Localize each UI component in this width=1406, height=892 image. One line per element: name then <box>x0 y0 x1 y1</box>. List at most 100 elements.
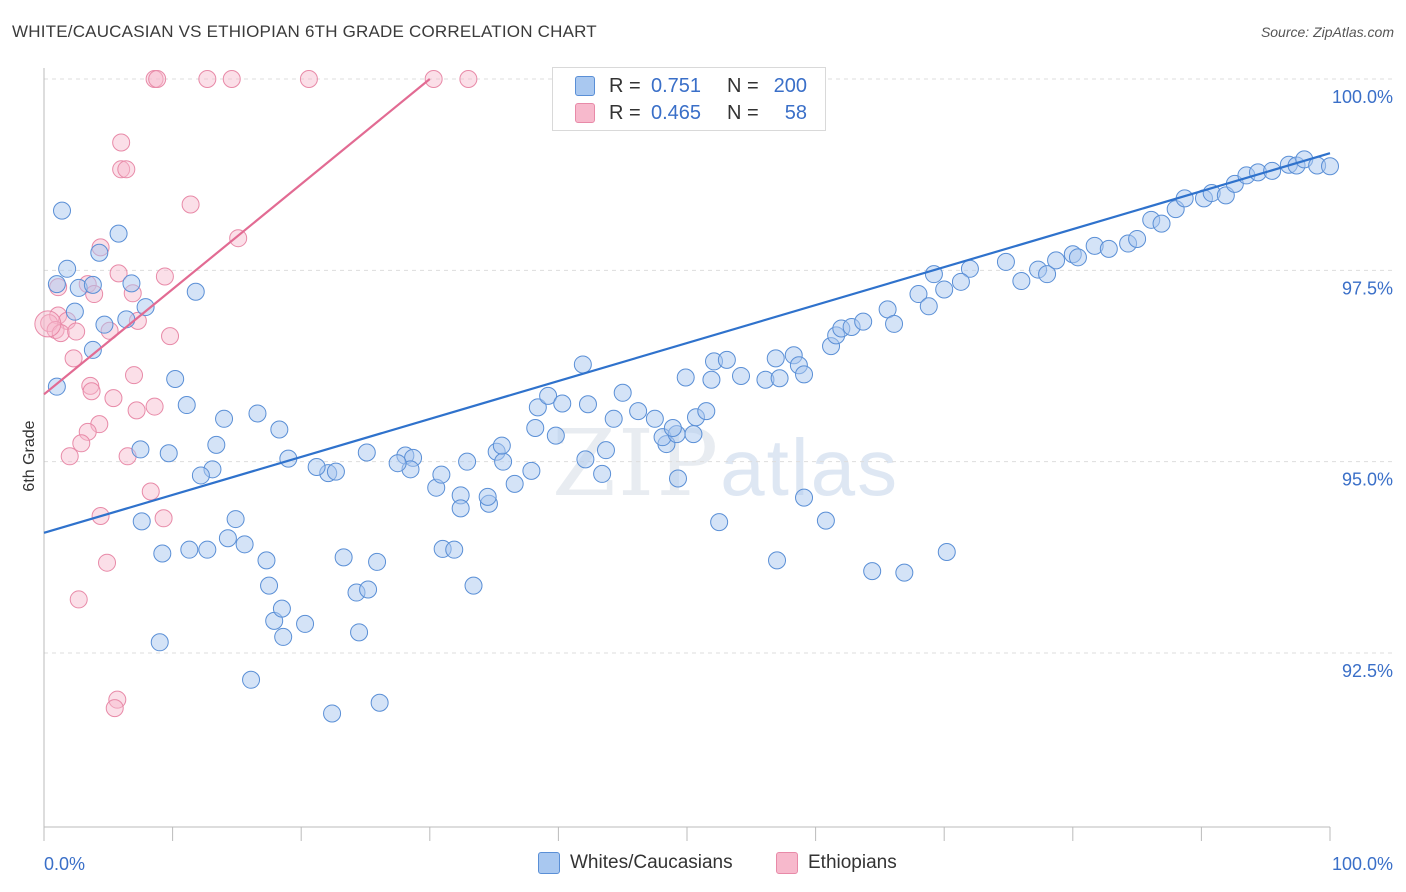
white-point <box>445 540 464 559</box>
white-point <box>388 454 407 473</box>
white-point <box>553 394 572 413</box>
white-point <box>604 409 623 428</box>
legend-n-label: N = <box>727 101 759 124</box>
white-point <box>274 627 293 646</box>
white-point <box>768 551 787 570</box>
white-point <box>816 511 835 530</box>
tick-labels: 92.5% 95.0% 97.5% 100.0% 0.0% 100.0% 6th Grade <box>21 87 1393 874</box>
ethiopians-points <box>34 70 478 718</box>
ethiopian-point <box>34 310 62 338</box>
ethiopian-point <box>78 422 97 441</box>
white-point <box>326 462 345 481</box>
ethiopian-point <box>40 314 59 333</box>
white-point <box>83 340 102 359</box>
white-point <box>492 436 511 455</box>
white-point <box>996 252 1015 271</box>
white-point <box>248 404 267 423</box>
x-tick-label: 100.0% <box>1332 854 1393 874</box>
white-point <box>432 465 451 484</box>
white-point <box>951 272 970 291</box>
white-point <box>684 425 703 444</box>
white-point <box>1068 248 1087 267</box>
white-point <box>478 487 497 506</box>
ethiopian-point <box>181 195 200 214</box>
white-point <box>260 576 279 595</box>
white-point <box>885 314 904 333</box>
legend-r-value: 0.751 <box>651 74 702 97</box>
legend-swatch-ethiopians <box>776 852 798 874</box>
white-point <box>1038 265 1057 284</box>
white-point <box>323 704 342 723</box>
white-point <box>131 440 150 459</box>
ethiopian-point <box>104 389 123 408</box>
white-point <box>766 349 785 368</box>
white-point <box>546 426 565 445</box>
ethiopian-point <box>112 160 131 179</box>
white-point <box>122 274 141 293</box>
white-point <box>159 444 178 463</box>
axes <box>43 68 1330 828</box>
ethiopian-point <box>299 70 318 88</box>
white-point <box>218 529 237 548</box>
series-legend: Whites/Caucasians Ethiopians <box>0 852 1406 878</box>
legend-swatch-whites <box>538 852 560 874</box>
white-point <box>663 418 682 437</box>
white-point <box>198 540 217 559</box>
legend-n-value: 58 <box>784 101 807 124</box>
ethiopian-point <box>69 590 88 609</box>
white-point <box>596 441 615 460</box>
legend-item-ethiopians[interactable]: Ethiopians <box>776 852 897 874</box>
white-point <box>528 398 547 417</box>
white-point <box>645 409 664 428</box>
white-point <box>863 562 882 581</box>
white-point <box>935 280 954 299</box>
ethiopian-point <box>145 397 164 416</box>
white-point <box>1047 251 1066 270</box>
ethiopian-point <box>67 322 86 341</box>
white-point <box>710 513 729 532</box>
white-point <box>296 614 315 633</box>
ethiopian-point <box>105 699 124 718</box>
white-point <box>732 366 751 385</box>
ethiopian-point <box>154 509 173 528</box>
ethiopian-point <box>161 327 180 346</box>
legend-row-whites: R = 0.751 N = 200 <box>575 74 807 98</box>
white-point <box>334 548 353 567</box>
ethiopian-point <box>222 70 241 88</box>
white-point <box>505 474 524 493</box>
white-point <box>53 201 72 220</box>
white-point <box>895 563 914 582</box>
white-point <box>629 402 648 421</box>
white-point <box>307 458 326 477</box>
ethiopians-trend-line <box>43 78 431 396</box>
white-point <box>177 396 196 415</box>
white-point <box>593 464 612 483</box>
axis-ticks <box>43 827 1331 841</box>
white-point <box>272 599 291 618</box>
y-tick-label: 92.5% <box>1342 661 1393 681</box>
ethiopian-point <box>64 349 83 368</box>
white-point <box>83 275 102 294</box>
white-point <box>357 443 376 462</box>
y-tick-label: 100.0% <box>1332 87 1393 107</box>
white-point <box>215 409 234 428</box>
ethiopian-point <box>125 366 144 385</box>
white-point <box>458 452 477 471</box>
white-point <box>166 370 185 389</box>
white-point <box>270 420 289 439</box>
white-point <box>795 488 814 507</box>
white-point <box>1152 214 1171 233</box>
white-point <box>186 282 205 301</box>
white-point <box>539 386 558 405</box>
white-point <box>1128 229 1147 248</box>
y-tick-label: 95.0% <box>1342 470 1393 490</box>
white-point <box>854 312 873 331</box>
white-point <box>65 302 84 321</box>
y-axis-label: 6th Grade <box>21 420 38 491</box>
white-point <box>451 499 470 518</box>
ethiopian-point <box>141 482 160 501</box>
legend-item-whites[interactable]: Whites/Caucasians <box>538 852 733 874</box>
x-tick-label: 0.0% <box>44 854 85 874</box>
white-point <box>90 243 109 262</box>
